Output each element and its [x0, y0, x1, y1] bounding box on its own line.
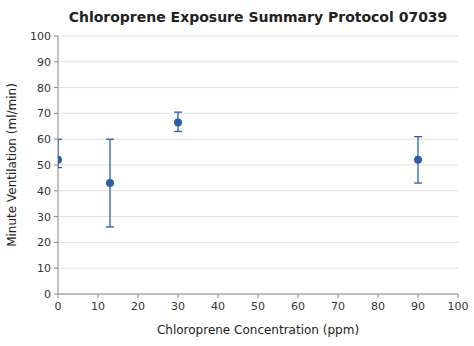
y-tick [54, 36, 58, 37]
y-tick-label: 100 [30, 30, 51, 43]
y-tick-label: 60 [37, 133, 51, 146]
x-tick-label: 10 [91, 300, 105, 313]
x-tick [458, 294, 459, 298]
y-tick [54, 61, 58, 62]
error-bar-cap-lower [58, 167, 62, 168]
y-tick-label: 30 [37, 211, 51, 224]
x-tick-label: 40 [211, 300, 225, 313]
error-bar-cap-upper [414, 136, 422, 137]
point [58, 156, 62, 164]
y-tick-label: 50 [37, 159, 51, 172]
grid-line-y [58, 113, 458, 114]
axes: 0 10 20 30 40 50 60 70 80 90 100 0 10 20 30 40 50 60 70 80 9… [30, 30, 469, 313]
y-tick [54, 268, 58, 269]
error-bar [106, 139, 114, 227]
grid-line-y [58, 165, 458, 166]
point [414, 156, 422, 164]
error-bar-cap-lower [414, 182, 422, 183]
data-layer [58, 112, 422, 227]
y-tick [54, 165, 58, 166]
y-tick [54, 242, 58, 243]
y-tick [54, 216, 58, 217]
y-tick [54, 87, 58, 88]
grid-line-y [58, 216, 458, 217]
x-tick-label: 50 [251, 300, 265, 313]
x-tick [138, 294, 139, 298]
error-bar-cap-lower [106, 226, 114, 227]
point [106, 179, 114, 187]
error-bar [414, 137, 422, 183]
chart-svg: 0 10 20 30 40 50 60 70 80 90 100 0 10 20 30 40 50 60 70 80 9… [0, 0, 474, 346]
grid-line-y [58, 139, 458, 140]
error-bar-cap-upper [174, 111, 182, 112]
background [0, 0, 474, 346]
error-bar-cap-lower [174, 131, 182, 132]
x-tick-label: 0 [55, 300, 62, 313]
x-tick [178, 294, 179, 298]
y-tick-label: 90 [37, 56, 51, 69]
y-tick [54, 113, 58, 114]
grid-line-y [58, 87, 458, 88]
x-tick-label: 70 [331, 300, 345, 313]
x-tick [98, 294, 99, 298]
x-tick [58, 294, 59, 298]
x-tick [298, 294, 299, 298]
x-tick [218, 294, 219, 298]
y-tick [54, 190, 58, 191]
error-bar [174, 112, 182, 131]
x-tick [258, 294, 259, 298]
x-tick-label: 60 [291, 300, 305, 313]
x-tick-label: 20 [131, 300, 145, 313]
x-tick-label: 100 [448, 300, 469, 313]
y-axis-label: Minute Ventilation (ml/min) [5, 83, 19, 247]
chart-title: Chloroprene Exposure Summary Protocol 07… [69, 9, 448, 25]
grid-line-y [58, 36, 458, 37]
grid-line-y [58, 268, 458, 269]
y-tick-label: 20 [37, 236, 51, 249]
y-tick-label: 0 [44, 288, 51, 301]
y-tick-label: 70 [37, 107, 51, 120]
y-tick [54, 139, 58, 140]
grid [58, 36, 458, 294]
error-bar [58, 139, 62, 167]
y-tick-label: 10 [37, 262, 51, 275]
grid-line-y [58, 61, 458, 62]
x-axis-label: Chloroprene Concentration (ppm) [157, 323, 359, 337]
error-bar-cap-upper [106, 139, 114, 140]
grid-line-y [58, 190, 458, 191]
x-tick-label: 90 [411, 300, 425, 313]
grid-line-y [58, 242, 458, 243]
x-tick [338, 294, 339, 298]
x-tick-label: 80 [371, 300, 385, 313]
x-tick [378, 294, 379, 298]
y-tick-label: 80 [37, 82, 51, 95]
point [174, 118, 182, 126]
y-tick [54, 294, 58, 295]
y-tick-label: 40 [37, 185, 51, 198]
error-bar-cap-upper [58, 139, 62, 140]
x-tick [418, 294, 419, 298]
chart-container: 0 10 20 30 40 50 60 70 80 90 100 0 10 20 30 40 50 60 70 80 9… [0, 0, 474, 346]
x-tick-label: 30 [171, 300, 185, 313]
